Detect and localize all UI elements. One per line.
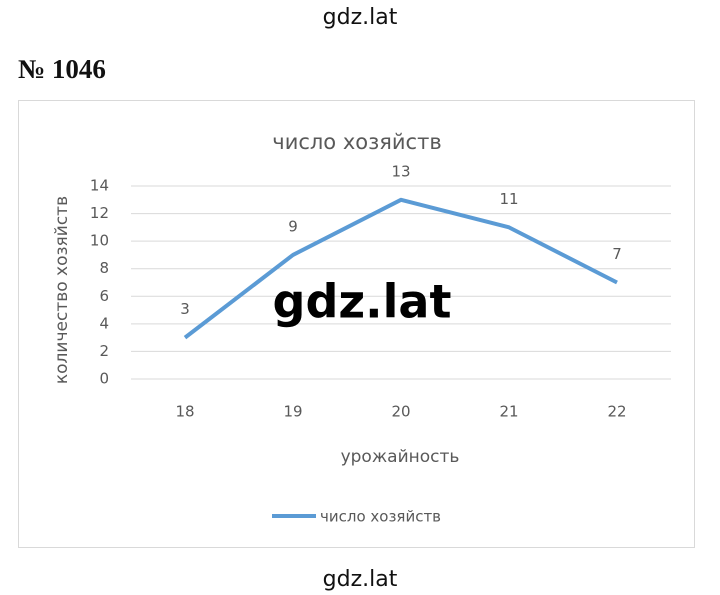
y-tick-label: 12 xyxy=(90,204,109,222)
data-label: 3 xyxy=(180,300,190,318)
problem-number: № 1046 xyxy=(18,54,106,84)
x-tick-label: 22 xyxy=(607,403,626,421)
data-label: 11 xyxy=(499,190,518,208)
y-tick-label: 14 xyxy=(90,177,109,195)
data-label: 9 xyxy=(288,217,298,235)
legend: число хозяйств xyxy=(272,508,441,526)
y-axis-label: количество хозяйств xyxy=(52,196,72,384)
site-header: gdz.lat xyxy=(323,5,398,30)
x-tick-label: 18 xyxy=(175,403,194,421)
y-tick-label: 2 xyxy=(99,342,109,360)
x-tick-label: 21 xyxy=(499,403,518,421)
x-tick-label: 20 xyxy=(391,403,410,421)
y-tick-label: 6 xyxy=(99,287,109,305)
chart-title: число хозяйств xyxy=(272,130,441,154)
series-line xyxy=(183,197,618,340)
y-tick-label: 10 xyxy=(90,232,109,250)
x-axis-label: урожайность xyxy=(341,447,460,467)
y-tick-label: 0 xyxy=(99,370,109,388)
plot-area: 0 2 4 6 8 10 12 14 18 19 20 21 22 3 9 13 11 7 xyxy=(90,162,671,421)
data-label: 7 xyxy=(612,245,622,263)
watermark: gdz.lat xyxy=(273,275,452,329)
y-tick-label: 4 xyxy=(99,314,109,332)
x-tick-label: 19 xyxy=(283,403,302,421)
data-label: 13 xyxy=(391,162,410,180)
site-footer: gdz.lat xyxy=(323,567,398,592)
y-tick-label: 8 xyxy=(99,259,109,277)
legend-label: число хозяйств xyxy=(320,508,441,526)
